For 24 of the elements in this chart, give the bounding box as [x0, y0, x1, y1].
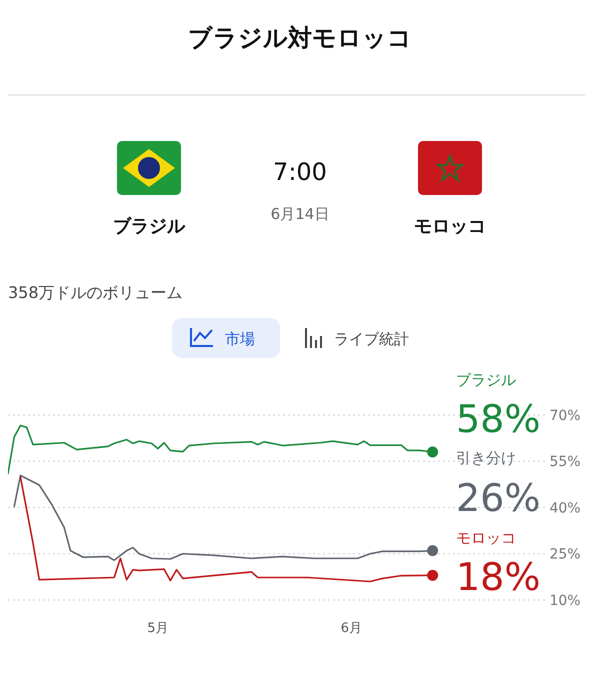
point: [427, 446, 438, 458]
text: ライブ統計: [334, 330, 409, 348]
text: モロッコ: [414, 216, 486, 237]
text: 6月14日: [270, 205, 330, 223]
y-tick-label: 55%: [549, 454, 581, 470]
x-tick-label: 6月: [340, 621, 362, 636]
y-tick-label: 70%: [549, 408, 581, 424]
y-tick-label: 25%: [549, 546, 581, 563]
data-label: 26%: [456, 476, 540, 520]
text: 7:00: [273, 158, 327, 186]
text: 358万ドルのボリューム: [8, 283, 183, 302]
point: [427, 545, 438, 556]
text: ブラジル: [456, 371, 516, 389]
text: ブラジル: [113, 216, 186, 237]
chart-title: ブラジル対モロッコ: [188, 24, 412, 52]
point: [427, 570, 438, 581]
y-tick-label: 40%: [549, 500, 581, 516]
data-label: 58%: [456, 397, 540, 441]
text: 引き分け: [456, 449, 516, 467]
x-tick-label: 5月: [147, 621, 168, 636]
text: 市場: [225, 330, 255, 348]
data-label: 18%: [456, 555, 540, 599]
y-tick-label: 10%: [549, 592, 581, 609]
text: モロッコ: [456, 529, 516, 547]
